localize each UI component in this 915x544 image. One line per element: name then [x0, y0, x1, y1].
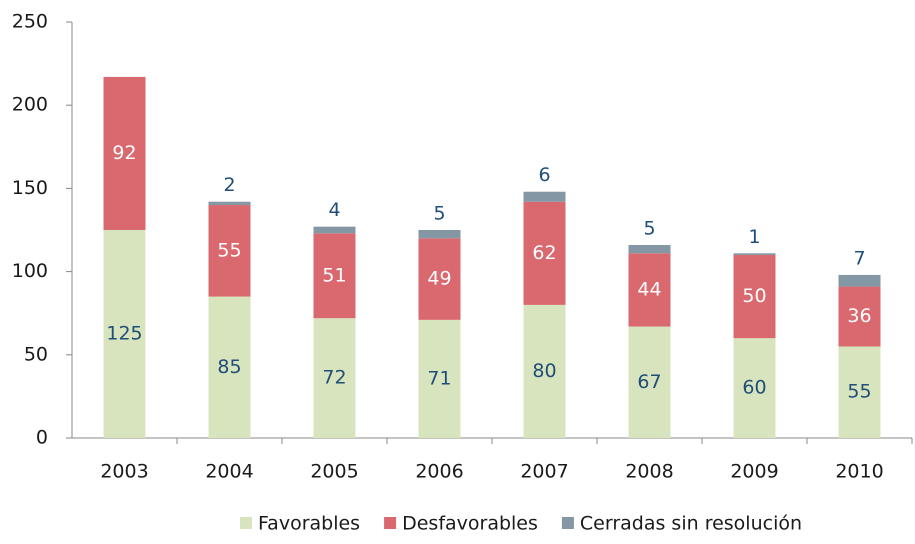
bar-segment [208, 205, 251, 297]
data-label: 71 [427, 367, 451, 389]
x-tick-label: 2008 [625, 461, 673, 483]
data-label: 5 [433, 203, 445, 225]
bar-segment [523, 201, 566, 305]
data-label: 125 [106, 323, 142, 345]
data-label: 2 [223, 174, 235, 196]
bar-segment [313, 318, 356, 438]
y-tick-label: 200 [12, 94, 48, 116]
data-label: 85 [217, 356, 241, 378]
bar-segment [313, 233, 356, 319]
bar-segment [838, 346, 881, 438]
bar-segment [838, 286, 881, 347]
bar-segment [733, 254, 776, 339]
data-label: 50 [742, 285, 766, 307]
bar-segment [628, 244, 671, 254]
y-tick-label: 100 [12, 260, 48, 282]
y-tick-label: 50 [24, 343, 48, 365]
data-label: 6 [538, 164, 550, 186]
legend-label: Desfavorables [402, 513, 538, 535]
bar-segment [628, 326, 671, 438]
data-label: 92 [112, 142, 136, 164]
x-tick-label: 2004 [205, 461, 253, 483]
data-label: 80 [532, 360, 556, 382]
legend-swatch [240, 517, 252, 529]
x-tick-label: 2005 [310, 461, 358, 483]
data-label: 7 [853, 247, 865, 269]
data-label: 51 [322, 264, 346, 286]
legend-swatch [384, 517, 397, 529]
bar-segment [418, 319, 461, 438]
bar-segment [523, 191, 566, 202]
data-label: 55 [217, 239, 241, 261]
data-label: 55 [847, 381, 871, 403]
bar-segment [838, 274, 881, 287]
data-label: 62 [532, 242, 556, 264]
y-tick-label: 0 [36, 427, 48, 449]
bar-segment [103, 76, 146, 230]
data-label: 4 [328, 199, 340, 221]
bar-segment [733, 253, 776, 255]
x-tick-label: 2010 [835, 461, 883, 483]
legend-swatch [561, 517, 574, 529]
bar-segment [208, 201, 251, 206]
x-tick-label: 2007 [520, 461, 568, 483]
bar-segment [418, 238, 461, 320]
y-tick-label: 150 [12, 177, 48, 199]
y-tick-label: 250 [12, 11, 48, 33]
data-label: 5 [643, 217, 655, 239]
data-label: 44 [637, 278, 661, 300]
data-label: 36 [847, 305, 871, 327]
x-tick-label: 2009 [730, 461, 778, 483]
x-tick-label: 2003 [100, 461, 148, 483]
bar-segment [628, 253, 671, 327]
bar-segment [103, 230, 146, 438]
bar-segment [733, 338, 776, 438]
legend-label: Cerradas sin resolución [580, 513, 802, 535]
bar-segment [208, 296, 251, 438]
legend-label: Favorables [258, 513, 360, 535]
bar-segment [418, 230, 461, 239]
data-label: 49 [427, 268, 451, 290]
bar-segment [313, 226, 356, 234]
data-label: 67 [637, 371, 661, 393]
data-label: 72 [322, 367, 346, 389]
x-tick-label: 2006 [415, 461, 463, 483]
bar-segment [523, 304, 566, 438]
data-label: 1 [748, 226, 760, 248]
data-label: 60 [742, 377, 766, 399]
